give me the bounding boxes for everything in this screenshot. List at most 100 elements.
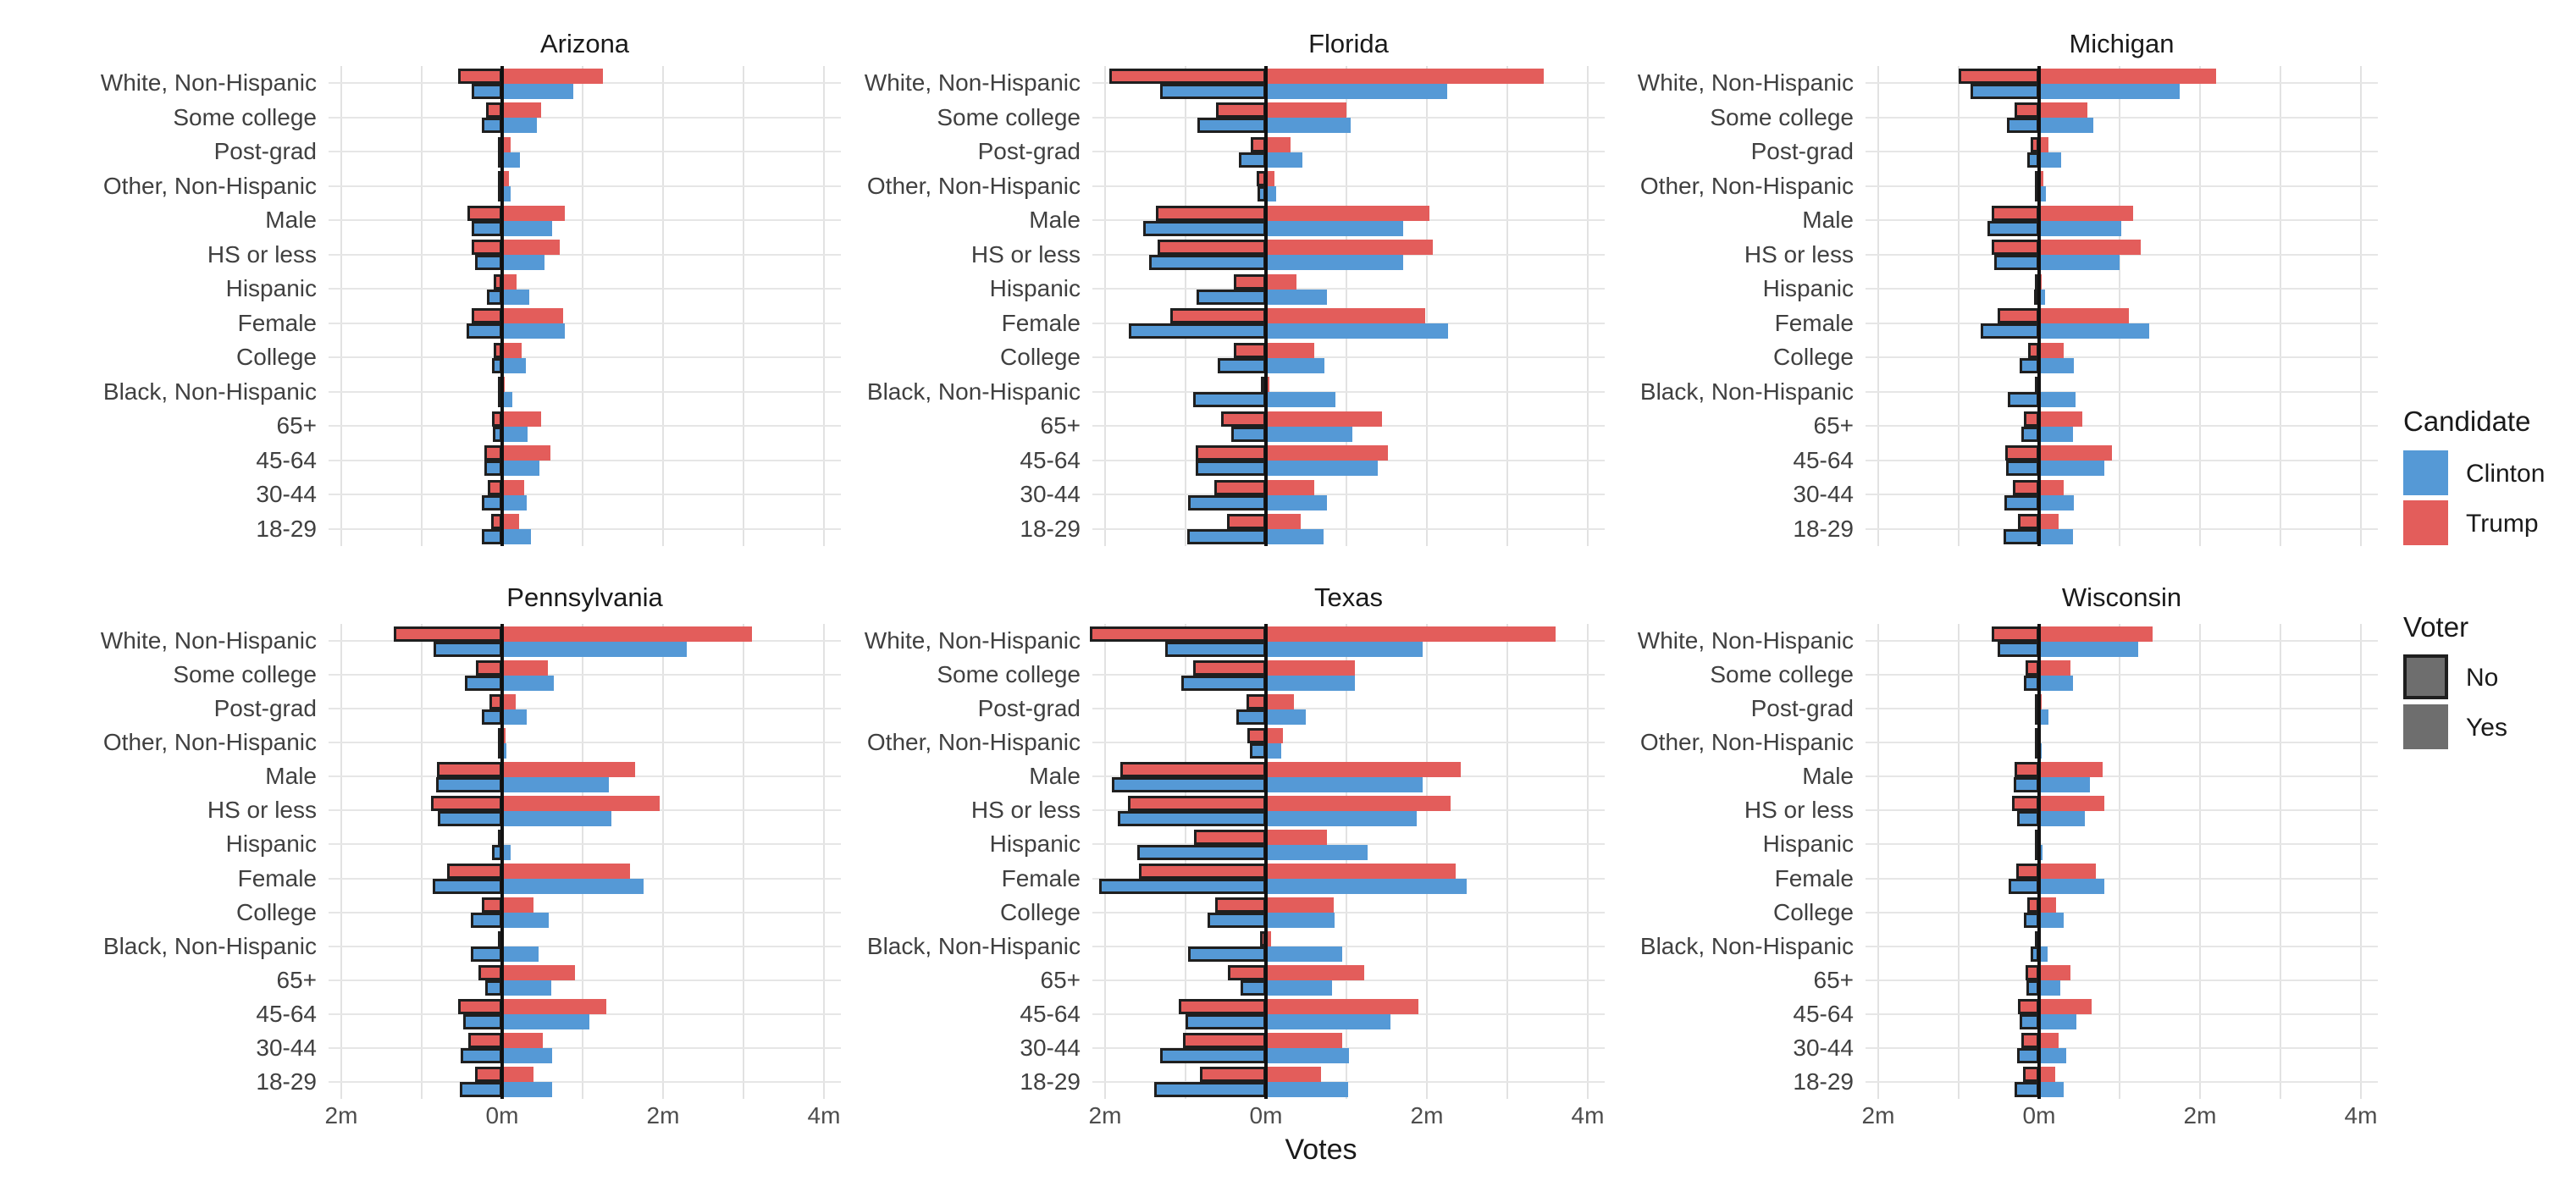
category-label: College [1000,898,1081,925]
bar-trump-yes [2039,69,2216,84]
bar-clinton-yes [502,709,527,725]
bar-trump-yes [1266,1067,1321,1082]
bar-clinton-yes [1266,84,1447,99]
bar-clinton-yes [2039,290,2045,305]
bar-trump-no [1221,411,1266,427]
gridline-vertical [582,624,583,1099]
bar-trump-yes [502,308,563,323]
gridline-vertical [662,66,664,546]
category-label: Female [1001,864,1081,891]
bar-clinton-yes [502,255,544,270]
gridline-horizontal [1092,116,1605,119]
bar-clinton-yes [1266,290,1327,305]
bar-trump-no [1193,660,1266,676]
bar-clinton-yes [502,1048,552,1063]
bar-trump-yes [2039,240,2141,255]
bar-trump-yes [1266,206,1429,221]
category-label: White, Non-Hispanic [100,69,317,97]
gridline-vertical [743,66,744,546]
gridline-horizontal [1092,708,1605,710]
gridline-vertical [2360,66,2362,546]
category-label: Black, Non-Hispanic [102,378,317,405]
bar-trump-no [1179,999,1266,1014]
bar-trump-yes [2039,999,2092,1014]
bar-trump-yes [2039,796,2104,811]
gridline-horizontal [1092,185,1605,187]
bar-trump-yes [2039,965,2070,980]
bar-clinton-yes [2039,221,2121,236]
bar-clinton-no [465,676,502,691]
bar-trump-yes [1266,240,1433,255]
category-label: Post-grad [213,695,317,722]
bar-trump-no [1247,694,1266,709]
gridline-horizontal [329,1046,841,1049]
gridline-vertical [1877,624,1879,1099]
bar-clinton-no [1129,323,1266,339]
category-label: White, Non-Hispanic [864,627,1081,654]
bar-trump-yes [502,762,635,777]
category-label: Other, Non-Hispanic [1639,172,1854,199]
gridline-horizontal [1866,1046,2378,1049]
bar-trump-yes [502,660,548,676]
bar-clinton-yes [1266,709,1306,725]
category-label: Hispanic [989,831,1081,858]
bar-clinton-no [1208,913,1266,928]
bar-clinton-yes [1266,642,1423,657]
category-label: Some college [1710,661,1854,688]
bar-trump-yes [1266,1033,1342,1048]
bar-trump-no [1234,343,1266,358]
category-label: College [1000,344,1081,371]
gridline-vertical [1426,66,1428,546]
gridline-horizontal [1092,945,1605,947]
gridline-vertical [1958,66,1960,546]
category-label: White, Non-Hispanic [864,69,1081,97]
bar-trump-no [478,965,502,980]
gridline-horizontal [1866,911,2378,913]
x-tick-label: 2m [324,1102,358,1129]
bar-trump-yes [1266,728,1283,743]
bar-clinton-yes [1266,461,1378,476]
x-axis-title: Votes [1285,1134,1357,1166]
bar-trump-yes [1266,137,1291,152]
zero-reference-line [2037,66,2041,546]
bar-trump-yes [502,626,752,642]
bar-clinton-yes [2039,946,2048,962]
gridline-vertical [1587,66,1589,546]
bar-trump-no [472,308,502,323]
bar-trump-no [1109,69,1266,84]
bar-trump-yes [502,728,506,743]
facet-title: Texas [1314,582,1383,612]
category-label: HS or less [1744,797,1854,824]
category-label: HS or less [970,240,1081,268]
gridline-horizontal [329,708,841,710]
category-label: 45-64 [256,446,317,473]
bar-clinton-yes [502,358,526,373]
gridline-vertical [582,66,583,546]
bar-clinton-yes [2039,709,2048,725]
category-label: Some college [937,661,1081,688]
bar-trump-no [1959,69,2039,84]
bar-clinton-no [482,529,502,544]
bar-clinton-no [1197,290,1266,305]
bar-clinton-yes [2039,642,2138,657]
bar-clinton-yes [502,427,528,442]
bar-clinton-no [2015,1082,2039,1097]
bar-clinton-no [2006,461,2039,476]
gridline-horizontal [1866,459,2378,461]
gridline-horizontal [1866,356,2378,359]
bar-trump-no [2005,445,2039,461]
bar-trump-no [1158,240,1266,255]
trump-color-swatch [2403,500,2448,545]
category-label: 45-64 [1793,1000,1854,1027]
bar-clinton-yes [1266,255,1403,270]
category-label: White, Non-Hispanic [1637,627,1854,654]
category-label: Hispanic [989,275,1081,302]
bar-trump-no [2015,762,2039,777]
category-label: Female [1001,309,1081,336]
bar-clinton-no [1987,221,2039,236]
gridline-horizontal [329,151,841,153]
x-tick-label: 4m [2344,1102,2378,1129]
gridline-horizontal [1866,1013,2378,1015]
bar-clinton-no [1149,255,1266,270]
gridline-vertical [1506,66,1508,546]
